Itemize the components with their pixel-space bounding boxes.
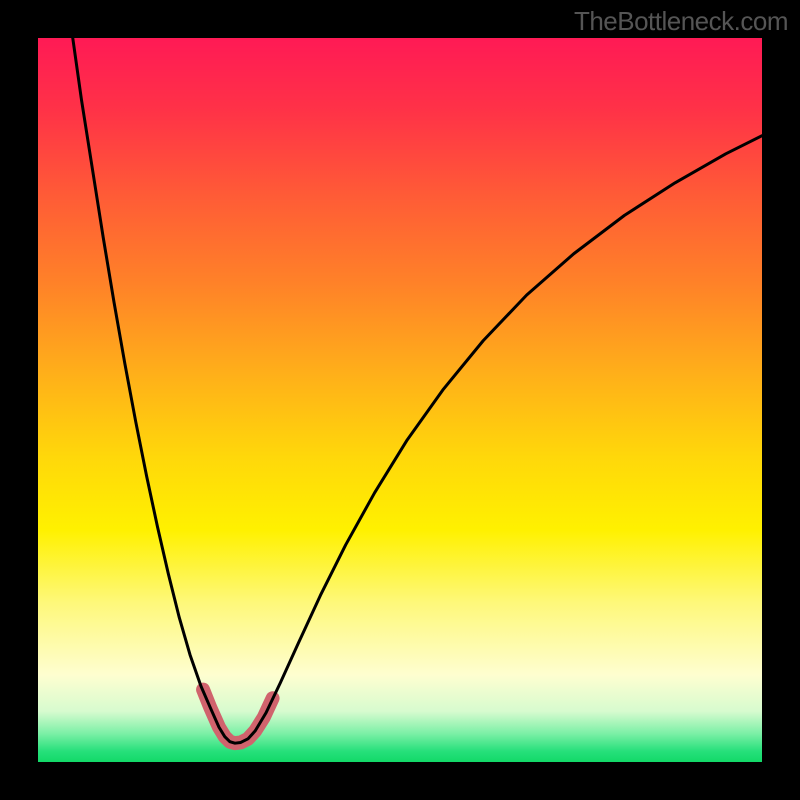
chart-frame: TheBottleneck.com (0, 0, 800, 800)
bottleneck-plot (0, 0, 800, 800)
